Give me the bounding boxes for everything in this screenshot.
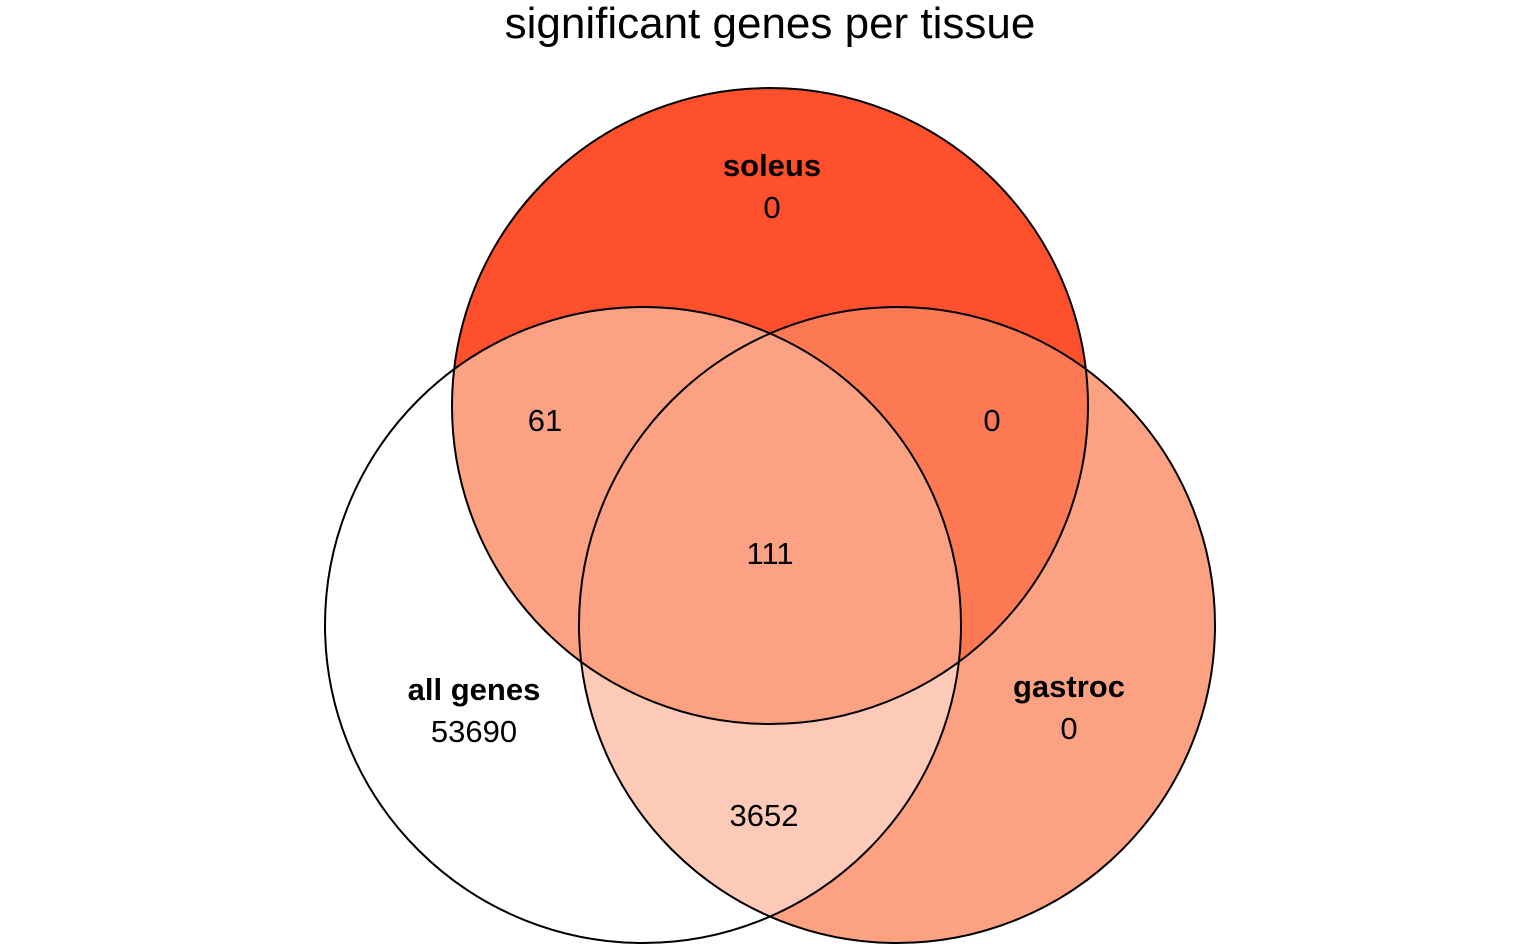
all-three-count: 111 — [746, 536, 793, 571]
soleus-circle-outline — [451, 87, 1089, 725]
region-fills — [325, 88, 1215, 943]
gastroc-circle-outline — [578, 306, 1216, 944]
region-all-three — [579, 307, 961, 724]
soleus-only-count: 0 — [763, 190, 780, 225]
gastroc-label: gastroc — [1013, 669, 1125, 704]
diagram-title: significant genes per tissue — [505, 0, 1036, 48]
soleus-gastroc-count: 0 — [983, 403, 1000, 438]
all-genes-only-count: 53690 — [431, 714, 517, 749]
all-genes-gastroc-count: 3652 — [730, 798, 799, 833]
soleus-all-genes-count: 61 — [528, 403, 562, 438]
all-genes-circle-outline — [324, 306, 962, 944]
soleus-label: soleus — [723, 148, 821, 183]
all-genes-label: all genes — [408, 672, 541, 707]
gastroc-only-count: 0 — [1060, 711, 1077, 746]
